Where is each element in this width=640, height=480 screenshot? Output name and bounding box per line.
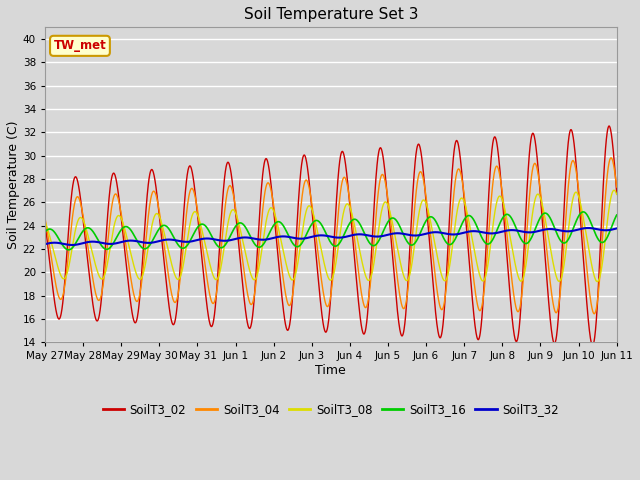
SoilT3_32	[497, 229, 505, 235]
SoilT3_16	[41, 229, 49, 235]
SoilT3_02	[578, 237, 586, 243]
SoilT3_08	[348, 209, 355, 215]
SoilT3_08	[41, 219, 49, 225]
SoilT3_08	[578, 208, 586, 214]
SoilT3_16	[613, 212, 621, 218]
Y-axis label: Soil Temperature (C): Soil Temperature (C)	[7, 120, 20, 249]
Line: SoilT3_08: SoilT3_08	[45, 190, 617, 282]
SoilT3_02	[605, 123, 613, 129]
SoilT3_08	[360, 266, 367, 272]
SoilT3_32	[613, 226, 621, 231]
Line: SoilT3_32: SoilT3_32	[45, 228, 617, 245]
SoilT3_04	[348, 210, 355, 216]
SoilT3_02	[360, 331, 367, 337]
SoilT3_08	[593, 279, 601, 285]
SoilT3_04	[607, 155, 615, 161]
SoilT3_02	[589, 342, 596, 348]
Line: SoilT3_04: SoilT3_04	[45, 158, 617, 314]
SoilT3_32	[68, 242, 76, 248]
SoilT3_04	[590, 311, 598, 317]
SoilT3_16	[497, 217, 505, 223]
SoilT3_32	[201, 236, 209, 241]
SoilT3_04	[563, 211, 570, 217]
SoilT3_16	[360, 229, 368, 235]
SoilT3_08	[200, 238, 208, 243]
SoilT3_04	[578, 218, 586, 224]
SoilT3_08	[497, 194, 505, 200]
SoilT3_02	[348, 220, 355, 226]
SoilT3_04	[613, 184, 621, 190]
SoilT3_16	[579, 209, 587, 215]
SoilT3_32	[584, 225, 592, 231]
SoilT3_08	[610, 187, 618, 193]
SoilT3_02	[41, 219, 49, 225]
SoilT3_32	[579, 226, 586, 231]
Line: SoilT3_16: SoilT3_16	[45, 212, 617, 250]
SoilT3_08	[613, 192, 621, 197]
Line: SoilT3_02: SoilT3_02	[45, 126, 617, 345]
SoilT3_16	[579, 209, 586, 215]
Text: TW_met: TW_met	[54, 39, 106, 52]
SoilT3_04	[360, 302, 367, 308]
SoilT3_16	[563, 239, 570, 245]
SoilT3_16	[348, 218, 355, 224]
SoilT3_04	[41, 215, 49, 221]
SoilT3_32	[360, 232, 368, 238]
SoilT3_04	[497, 180, 505, 186]
SoilT3_32	[563, 228, 570, 234]
Title: Soil Temperature Set 3: Soil Temperature Set 3	[244, 7, 418, 22]
SoilT3_04	[200, 257, 208, 263]
SoilT3_02	[613, 190, 621, 195]
SoilT3_32	[348, 232, 355, 238]
SoilT3_02	[497, 179, 505, 185]
SoilT3_02	[563, 168, 570, 173]
SoilT3_32	[41, 241, 49, 247]
SoilT3_16	[65, 247, 72, 253]
SoilT3_02	[200, 280, 208, 286]
SoilT3_08	[563, 246, 570, 252]
Legend: SoilT3_02, SoilT3_04, SoilT3_08, SoilT3_16, SoilT3_32: SoilT3_02, SoilT3_04, SoilT3_08, SoilT3_…	[98, 399, 564, 421]
X-axis label: Time: Time	[316, 364, 346, 377]
SoilT3_16	[201, 222, 209, 228]
